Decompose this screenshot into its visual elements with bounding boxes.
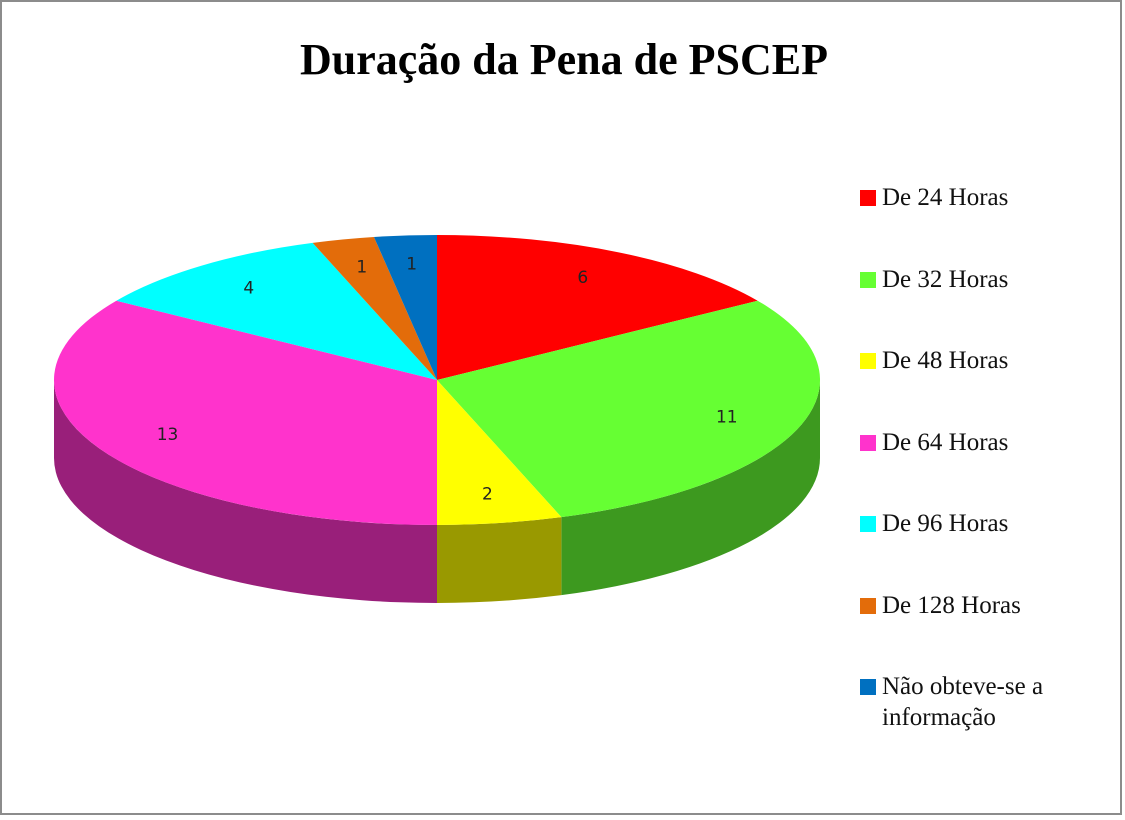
legend-swatch: [860, 597, 876, 614]
data-label: 11: [716, 408, 738, 428]
data-label: 6: [577, 268, 588, 288]
slice-side: [54, 380, 437, 603]
slice-side: [437, 517, 562, 603]
legend-item: De 32 Horas: [860, 264, 1110, 295]
legend-swatch: [860, 434, 876, 451]
legend-item: De 48 Horas: [860, 345, 1110, 376]
slice: [373, 235, 437, 380]
legend-label: De 48 Horas: [882, 347, 1009, 374]
data-label: 1: [356, 258, 367, 278]
legend-swatch: [860, 271, 876, 288]
legend-item: De 96 Horas: [860, 508, 1110, 539]
legend-item: Não obteve-se a informação: [860, 671, 1110, 733]
legend-label: De 64 Horas: [882, 428, 1009, 456]
legend-label: De 24 Horas: [882, 184, 1009, 211]
slice: [312, 236, 437, 380]
slice: [437, 235, 758, 380]
legend-label: De 32 Horas: [882, 265, 1009, 293]
data-label: 1: [406, 254, 417, 274]
data-label: 4: [243, 278, 254, 298]
legend-item: De 128 Horas: [860, 590, 1110, 621]
slice: [116, 242, 438, 380]
legend-label: De 96 Horas: [882, 510, 1009, 537]
data-label: 2: [482, 484, 493, 504]
legend-label: Não obteve-se a informação: [882, 673, 1044, 731]
legend-swatch: [860, 190, 876, 206]
legend-item: De 64 Horas: [860, 427, 1110, 458]
legend-swatch: [860, 516, 876, 532]
data-label: 13: [157, 425, 179, 445]
legend-item: De 24 Horas: [860, 182, 1110, 213]
slice: [437, 300, 821, 518]
legend-swatch: [860, 679, 876, 695]
slice-side: [561, 380, 820, 596]
legend-label: De 128 Horas: [882, 591, 1021, 619]
legend-swatch: [860, 353, 876, 369]
slice: [53, 300, 437, 525]
chart-title: Duração da Pena de PSCEP: [300, 35, 828, 84]
slice: [437, 380, 562, 525]
